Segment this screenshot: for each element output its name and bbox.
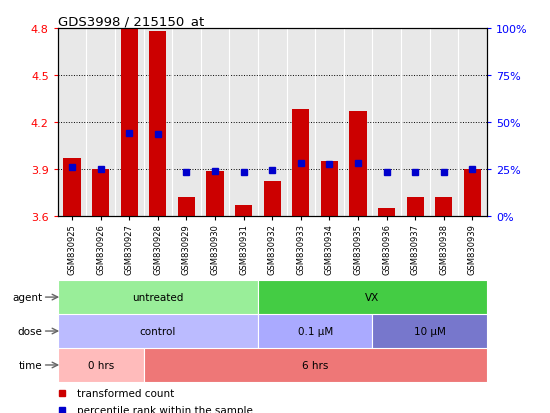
Text: 0.1 μM: 0.1 μM	[298, 326, 333, 336]
Bar	[263, 182, 281, 216]
Bar	[206, 171, 224, 216]
Bar	[258, 314, 372, 348]
Text: time: time	[19, 360, 43, 370]
Bar	[372, 314, 487, 348]
Bar	[235, 206, 252, 216]
Bar	[378, 209, 395, 216]
Bar	[406, 198, 424, 216]
Text: dose: dose	[18, 326, 43, 336]
Bar	[120, 29, 138, 216]
Text: untreated: untreated	[132, 292, 184, 302]
Text: 0 hrs: 0 hrs	[87, 360, 114, 370]
Text: transformed count: transformed count	[77, 388, 174, 398]
Text: agent: agent	[13, 292, 43, 302]
Bar	[349, 112, 367, 216]
Bar	[435, 198, 453, 216]
Text: GDS3998 / 215150_at: GDS3998 / 215150_at	[58, 15, 204, 28]
Bar	[144, 348, 487, 382]
Text: control: control	[140, 326, 176, 336]
Bar	[292, 110, 310, 216]
Bar	[92, 169, 109, 216]
Bar	[464, 169, 481, 216]
Bar	[58, 280, 258, 314]
Text: percentile rank within the sample: percentile rank within the sample	[77, 405, 253, 413]
Bar	[63, 159, 81, 216]
Text: 10 μM: 10 μM	[414, 326, 446, 336]
Bar	[58, 314, 258, 348]
Bar	[58, 348, 144, 382]
Text: VX: VX	[365, 292, 380, 302]
Text: 6 hrs: 6 hrs	[302, 360, 328, 370]
Bar	[258, 280, 487, 314]
Bar	[149, 32, 167, 216]
Bar	[178, 198, 195, 216]
Bar	[321, 162, 338, 216]
